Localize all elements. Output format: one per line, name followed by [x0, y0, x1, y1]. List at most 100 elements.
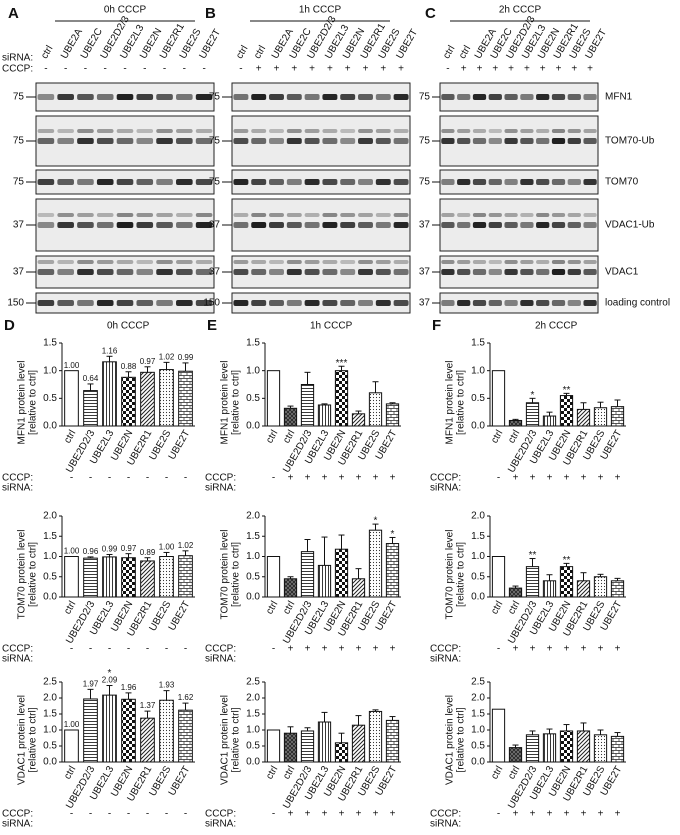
value-label: 1.93 — [159, 681, 175, 690]
value-label: 1.37 — [140, 701, 156, 710]
bar — [140, 371, 155, 427]
y-tick-label: 2.0 — [43, 511, 57, 522]
y-axis-label: TOM70 protein level — [445, 530, 456, 620]
marker-label: 37 — [419, 267, 431, 278]
row-label: siRNA: — [430, 483, 461, 494]
band — [195, 94, 213, 100]
band — [504, 260, 518, 264]
band — [136, 260, 154, 264]
band — [269, 222, 284, 228]
bar — [283, 732, 298, 763]
bar — [593, 407, 608, 427]
cccp-sign: + — [380, 64, 386, 75]
band — [251, 260, 267, 264]
cccp-sign: - — [70, 809, 73, 820]
band — [441, 138, 455, 144]
bar — [121, 557, 136, 598]
band — [322, 222, 338, 228]
y-axis-label: TOM70 protein level — [220, 530, 231, 620]
band — [375, 94, 391, 100]
row-label: siRNA: — [2, 819, 33, 830]
band — [37, 300, 55, 306]
band — [441, 222, 455, 228]
cccp-sign: - — [108, 644, 111, 655]
x-tick-label: ctrl — [506, 599, 522, 616]
cccp-sign: - — [165, 644, 168, 655]
y-tick-label: 1.0 — [246, 551, 260, 562]
y-tick-label: 0.5 — [246, 393, 260, 404]
cccp-sign: + — [461, 64, 467, 75]
band — [156, 179, 173, 185]
significance: * — [391, 529, 395, 540]
marker-label: 37 — [419, 298, 431, 309]
y-axis-label: [relative to ctrl] — [231, 370, 242, 435]
band — [393, 213, 409, 217]
y-axis-label: VDAC1 protein level — [220, 695, 231, 785]
cccp-sign: + — [373, 644, 379, 655]
band — [583, 260, 597, 264]
band — [393, 269, 409, 275]
cccp-sign: - — [272, 644, 275, 655]
bar — [317, 404, 332, 427]
marker-label: 150 — [203, 298, 220, 309]
band — [567, 269, 581, 275]
y-tick-label: 1.5 — [471, 531, 485, 542]
band — [195, 222, 213, 228]
band — [551, 179, 566, 185]
cccp-sign: + — [274, 64, 280, 75]
lane-label: ctrl — [234, 44, 250, 61]
cccp-sign: + — [339, 473, 345, 484]
band — [136, 138, 154, 144]
band — [504, 300, 518, 306]
cccp-sign: - — [127, 809, 130, 820]
bar — [508, 419, 523, 427]
cccp-sign: - — [127, 644, 130, 655]
band — [551, 260, 566, 264]
y-tick-label: 2.5 — [43, 677, 57, 688]
bar — [368, 529, 383, 598]
band — [472, 260, 487, 264]
band — [304, 129, 320, 133]
band — [96, 179, 114, 185]
cccp-sign: - — [64, 64, 67, 75]
bar — [368, 392, 383, 427]
bar — [317, 721, 332, 763]
band — [488, 300, 502, 306]
y-tick-label: 1.5 — [471, 709, 485, 720]
y-tick-label: 0.5 — [246, 571, 260, 582]
band — [375, 260, 391, 264]
value-label: 1.62 — [178, 693, 194, 702]
band — [96, 300, 114, 306]
band — [116, 138, 134, 144]
cccp-sign: + — [288, 809, 294, 820]
y-tick-label: 1.0 — [246, 725, 260, 736]
protein-label: TOM70-Ub — [605, 136, 655, 147]
cccp-sign: + — [291, 64, 297, 75]
cccp-sign: + — [322, 473, 328, 484]
y-tick-label: 2.0 — [43, 693, 57, 704]
panel-title: 0h CCCP — [107, 321, 150, 332]
y-axis-label: [relative to ctrl] — [231, 542, 242, 607]
band — [536, 179, 550, 185]
band — [176, 300, 193, 306]
band — [322, 260, 338, 264]
band — [358, 213, 373, 217]
band — [195, 269, 213, 275]
band — [136, 129, 154, 133]
band — [156, 222, 173, 228]
cccp-sign: + — [356, 644, 362, 655]
y-tick-label: 1.0 — [43, 725, 57, 736]
y-tick-label: 0.5 — [471, 571, 485, 582]
y-tick-label: 0.0 — [246, 757, 260, 768]
band — [472, 269, 487, 275]
band — [551, 269, 566, 275]
bar — [83, 390, 98, 427]
y-tick-label: 1.5 — [43, 709, 57, 720]
band — [393, 260, 409, 264]
band — [286, 94, 302, 100]
band — [393, 179, 409, 185]
significance: *** — [336, 358, 348, 369]
band — [57, 179, 74, 185]
bar — [525, 402, 540, 427]
cccp-sign: - — [70, 644, 73, 655]
